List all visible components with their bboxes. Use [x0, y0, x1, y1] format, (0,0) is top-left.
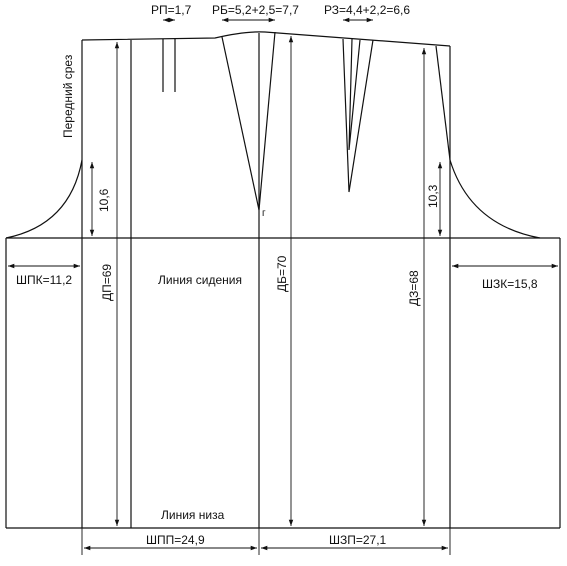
point-g-label: г [262, 208, 266, 219]
shzk-label: ШЗК=15,8 [482, 277, 538, 291]
pattern-outline [5, 31, 561, 529]
front-cut-label: Передний срез [61, 54, 75, 138]
db-label: ДБ=70 [275, 255, 289, 292]
seat-dimensions: ШПК=11,2 ШЗК=15,8 Линия сидения Линия ни… [8, 263, 558, 522]
shpp-label: ШПП=24,9 [146, 533, 205, 547]
dz-label: ДЗ=68 [407, 270, 421, 306]
back-dart-outer [342, 38, 374, 193]
back-dart-inner [348, 38, 361, 151]
seat-line-label: Линия сидения [158, 273, 242, 287]
back-curve-depth-label: 10,3 [426, 184, 440, 208]
shpk-label: ШПК=11,2 [16, 273, 72, 287]
side-dart [221, 31, 276, 211]
front-curve-depth-label: 10,6 [97, 188, 111, 212]
top-dimensions: РП=1,7 РБ=5,2+2,5=7,7 РЗ=4,4+2,2=6,6 [151, 3, 410, 23]
rz-label: РЗ=4,4+2,2=6,6 [324, 3, 410, 17]
vertical-dimensions: Передний срез 10,6 10,3 ДП=69 ДБ=70 ДЗ=6… [61, 36, 443, 526]
hem-line-label: Линия низа [161, 508, 225, 522]
bottom-dimensions: ШПП=24,9 ШЗП=27,1 [81, 528, 451, 555]
dp-label: ДП=69 [100, 264, 114, 301]
rp-label: РП=1,7 [151, 3, 192, 17]
back-side-dart [435, 45, 451, 161]
darts [162, 31, 451, 211]
shzp-label: ШЗП=27,1 [329, 533, 387, 547]
waist-line [81, 31, 451, 47]
front-crotch-curve [5, 159, 83, 239]
rb-label: РБ=5,2+2,5=7,7 [212, 3, 299, 17]
back-crotch-curve [449, 159, 541, 239]
